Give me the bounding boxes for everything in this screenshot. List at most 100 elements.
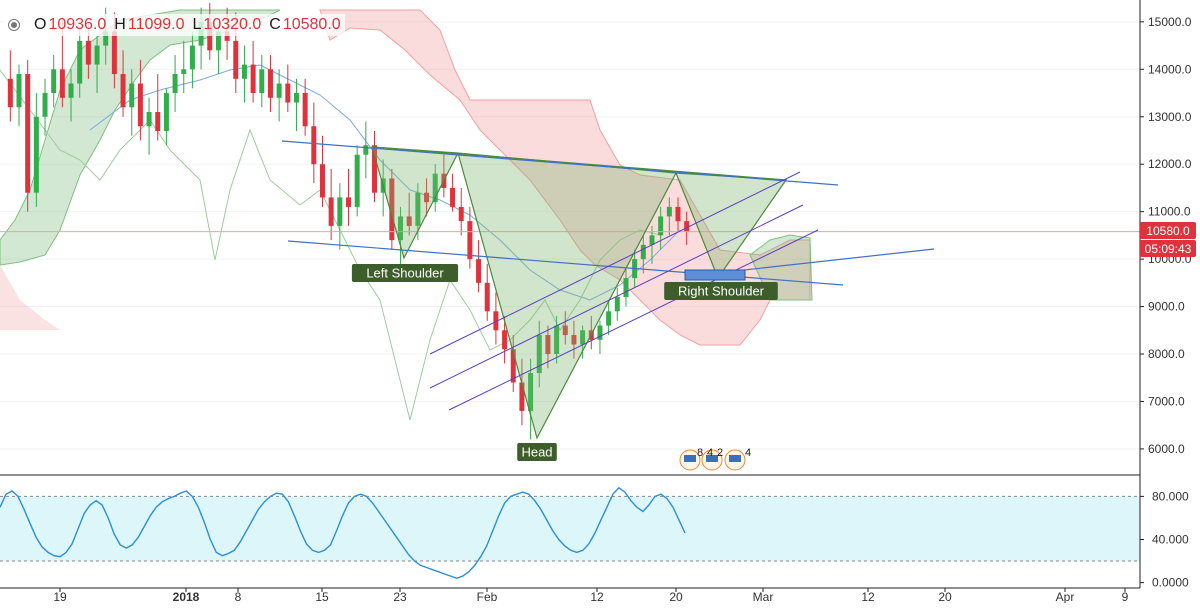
candle-body (346, 197, 351, 207)
countdown-tag: 05:09:43 (1140, 240, 1196, 257)
candle-body (363, 145, 369, 155)
pattern-label-bg (351, 264, 459, 282)
pattern-label: Right Shoulder (678, 284, 765, 299)
time-tick-label: 9 (1122, 590, 1129, 603)
price-tick-label: 9000.0 (1148, 300, 1185, 314)
candle-body (42, 93, 48, 117)
high-label: H (114, 16, 126, 33)
candle-body (250, 64, 256, 94)
event-badge-count: 4 (707, 447, 713, 459)
legend-toggle-icon[interactable] (8, 19, 20, 31)
candle-body (25, 74, 31, 193)
candle-body (389, 178, 395, 241)
candle-body (16, 74, 22, 108)
candle-body (59, 69, 65, 98)
price-tick-label: 11000.0 (1148, 205, 1191, 219)
time-tick-label: Apr (1056, 590, 1075, 603)
candle-body (467, 221, 473, 260)
candle-body (562, 325, 568, 336)
candle-body (614, 297, 620, 312)
pattern-label-bg (664, 282, 778, 300)
candle-body (536, 335, 542, 373)
time-tick-label: 20 (938, 590, 952, 603)
candle-body (111, 31, 117, 75)
candle-body (137, 83, 143, 127)
candle-body (354, 154, 360, 207)
candle-body (7, 78, 13, 108)
event-flag-field (684, 455, 696, 462)
candle-body (484, 282, 490, 312)
pattern-label-bg (517, 443, 557, 461)
candle-body (233, 40, 239, 79)
close-label: C (269, 16, 281, 33)
candle-body (146, 112, 152, 127)
candle-body (476, 259, 482, 283)
candle-body (215, 31, 221, 51)
time-tick-label: Mar (753, 590, 774, 603)
support-trendline (287, 240, 844, 286)
oscillator-band (0, 496, 1140, 562)
price-tick-label: 6000.0 (1148, 442, 1185, 456)
price-tick-label: 12000.0 (1148, 157, 1192, 171)
oscillator-tick-label: 80.000 (1152, 489, 1189, 503)
candle-body (458, 206, 464, 222)
price-tick-label: 14000.0 (1148, 62, 1192, 76)
time-tick-label: Feb (477, 590, 498, 603)
candle-body (623, 278, 629, 298)
time-tick-label: 8 (235, 590, 242, 603)
channel-line-top (429, 171, 801, 355)
candle-body (155, 112, 161, 131)
candle-body (406, 216, 412, 226)
neckline-green (371, 146, 787, 181)
oscillator-pane (0, 477, 1140, 588)
ohlc-legend: O 10936.0 H 11099.0 L 10320.0 C 10580.0 (4, 14, 345, 36)
channel-line-bottom (448, 229, 819, 411)
event-flag-field (729, 455, 741, 462)
candle-body (580, 330, 586, 345)
candle-body (328, 197, 334, 226)
candle-body (528, 372, 534, 411)
candle-body (545, 335, 551, 355)
cloud-red-left (0, 265, 60, 330)
open-label: O (34, 16, 47, 33)
candle-body (658, 216, 664, 236)
candle-body (285, 83, 291, 103)
candle-body (129, 83, 135, 108)
price-tick-label: 15000.0 (1148, 15, 1192, 29)
candle-body (502, 330, 508, 350)
candle-body (51, 69, 57, 94)
low-value: 10320.0 (203, 16, 262, 33)
candle-body (372, 145, 378, 193)
last-price-tag: 10580.0 (1140, 222, 1196, 239)
candle-body (684, 221, 690, 232)
candle-body (432, 173, 438, 203)
candle-body (276, 83, 282, 98)
time-tick-label: 19 (53, 590, 67, 603)
candle-body (103, 31, 109, 46)
candle-body (181, 69, 187, 75)
candle-body (163, 93, 169, 131)
candle-body (77, 40, 83, 84)
candle-body (640, 244, 646, 260)
channel-line-mid (429, 204, 804, 389)
candle-body (267, 69, 273, 98)
candle-body (337, 197, 343, 226)
oscillator-tick-label: 40.000 (1152, 533, 1189, 547)
candle-body (666, 206, 672, 217)
high-value: 11099.0 (127, 16, 185, 33)
candle-body (398, 216, 404, 241)
candle-body (554, 325, 560, 355)
candle-body (450, 187, 456, 207)
time-tick-label: 12 (590, 590, 604, 603)
oscillator-line (0, 486, 686, 580)
pattern-label: Left Shoulder (366, 266, 444, 281)
time-tick-label: 23 (393, 590, 407, 603)
candle-body (649, 235, 655, 245)
candle-body (319, 164, 325, 198)
event-badge-count: 4 (745, 447, 751, 459)
candle-body (606, 311, 612, 326)
candle-body (302, 93, 308, 127)
candle-body (172, 74, 178, 94)
